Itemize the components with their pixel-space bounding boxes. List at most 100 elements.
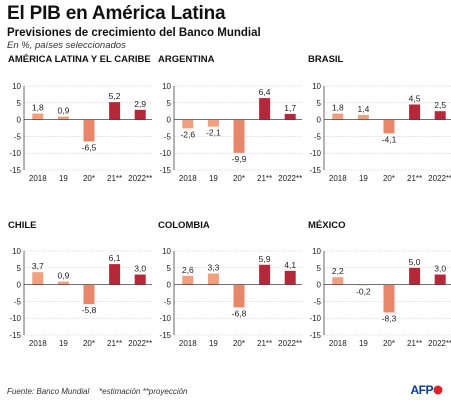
bar-19	[357, 114, 369, 120]
y-tick-label: 10	[12, 247, 21, 256]
y-tick-label: 10	[12, 82, 21, 91]
bar-2018	[332, 277, 344, 285]
data-label: 2,2	[332, 266, 344, 276]
y-tick-label: -5	[314, 132, 322, 141]
page-title: El PIB en América Latina	[7, 3, 226, 24]
y-tick-label: -15	[9, 166, 21, 175]
chart-panel-5: MÉXICO -15 -10 -5 0 5 10 2,2 2018 -0,2 19 -8,3 20* 5,…	[308, 220, 451, 348]
y-tick-label: 5	[17, 99, 22, 108]
x-tick-label: 19	[209, 339, 218, 348]
y-tick-label: -10	[309, 314, 321, 323]
x-tick-label: 21**	[407, 174, 422, 183]
data-label: 2,5	[434, 100, 446, 110]
bar-21	[259, 98, 271, 120]
page-subtitle: Previsiones de crecimiento del Banco Mun…	[7, 27, 261, 39]
chart-panel-1: ARGENTINA -15 -10 -5 0 5 10 -2,6 2018 -2,1 19 -9,9 2…	[158, 54, 302, 183]
data-label: -4,1	[382, 134, 397, 144]
x-tick-label: 20*	[83, 174, 95, 183]
data-label: -9,9	[232, 154, 247, 164]
data-label: -6,5	[82, 142, 97, 152]
x-tick-label: 2018	[179, 339, 197, 348]
data-label: 1,4	[357, 104, 369, 114]
y-tick-label: 5	[317, 99, 322, 108]
data-label: 0,9	[57, 271, 69, 281]
chart-panel-3: CHILE -15 -10 -5 0 5 10 3,7 2018 0,9 19 -5,8 20* 6,1 2…	[8, 220, 152, 348]
data-label: 1,8	[32, 103, 44, 113]
x-tick-label: 2022**	[128, 339, 152, 348]
x-tick-label: 20*	[383, 339, 395, 348]
bar-20	[383, 284, 395, 313]
bar-19	[57, 116, 69, 120]
y-tick-label: 5	[167, 264, 172, 273]
bar-2018	[32, 113, 44, 120]
bar-2022	[134, 274, 146, 285]
y-tick-label: 5	[317, 264, 322, 273]
y-tick-label: 0	[17, 281, 22, 290]
data-label: 2,9	[134, 99, 146, 109]
chart-panel-4: COLOMBIA -15 -10 -5 0 5 10 2,6 2018 3,3 19 -6,8 20* 5…	[158, 220, 302, 348]
panel-title: MÉXICO	[308, 220, 345, 231]
panel-title: ARGENTINA	[158, 54, 215, 65]
x-tick-label: 2018	[29, 339, 47, 348]
y-tick-label: -15	[9, 331, 21, 340]
y-tick-label: 0	[17, 116, 22, 125]
x-tick-label: 21**	[257, 174, 272, 183]
x-tick-label: 2022**	[428, 174, 451, 183]
bar-21	[109, 264, 121, 285]
x-tick-label: 21**	[107, 174, 122, 183]
panel-title: CHILE	[8, 220, 37, 231]
y-tick-label: 0	[167, 116, 172, 125]
x-tick-label: 19	[59, 174, 68, 183]
data-label: 6,4	[259, 87, 271, 97]
y-tick-label: 5	[167, 99, 172, 108]
data-label: 5,2	[109, 91, 121, 101]
bar-20	[233, 119, 245, 153]
y-tick-label: -15	[309, 166, 321, 175]
y-tick-label: -15	[159, 331, 171, 340]
bar-21	[409, 267, 421, 285]
data-label: 4,5	[409, 93, 421, 103]
data-label: 1,7	[284, 103, 296, 113]
afp-logo-icon	[433, 385, 443, 395]
bar-21	[259, 264, 271, 285]
data-label: 0,9	[57, 106, 69, 116]
x-tick-label: 21**	[407, 339, 422, 348]
x-tick-label: 21**	[107, 339, 122, 348]
bar-20	[83, 119, 95, 142]
bar-20	[383, 119, 395, 134]
x-tick-label: 2022**	[278, 339, 302, 348]
data-label: 5,0	[409, 257, 421, 267]
y-tick-label: -5	[164, 132, 172, 141]
panel-title: BRASIL	[308, 54, 344, 65]
data-label: -2,6	[180, 129, 195, 139]
x-tick-label: 2018	[329, 174, 347, 183]
y-tick-label: -5	[314, 297, 322, 306]
x-tick-label: 2022**	[428, 339, 451, 348]
y-tick-label: 10	[162, 82, 171, 91]
bar-2018	[182, 119, 194, 129]
y-tick-label: -10	[9, 314, 21, 323]
data-label: 3,0	[134, 264, 146, 274]
bar-2022	[284, 270, 296, 285]
afp-logo: AFP	[411, 383, 444, 397]
data-label: 2,6	[182, 265, 194, 275]
x-tick-label: 20*	[233, 174, 245, 183]
y-tick-label: -10	[9, 149, 21, 158]
x-tick-label: 20*	[233, 339, 245, 348]
data-label: -2,1	[206, 128, 221, 138]
data-label: -5,8	[82, 305, 97, 315]
x-tick-label: 2018	[329, 339, 347, 348]
data-label: -0,2	[356, 286, 371, 296]
x-tick-label: 19	[59, 339, 68, 348]
bar-20	[233, 284, 245, 308]
bar-2022	[434, 111, 446, 120]
x-tick-label: 2022**	[278, 174, 302, 183]
data-label: 3,7	[32, 261, 44, 271]
data-label: -6,8	[232, 308, 247, 318]
bar-2022	[134, 109, 146, 120]
bar-2022	[284, 113, 296, 120]
bar-2018	[332, 113, 344, 120]
y-tick-label: -5	[14, 132, 22, 141]
y-tick-label: 10	[162, 247, 171, 256]
x-tick-label: 2022**	[128, 174, 152, 183]
